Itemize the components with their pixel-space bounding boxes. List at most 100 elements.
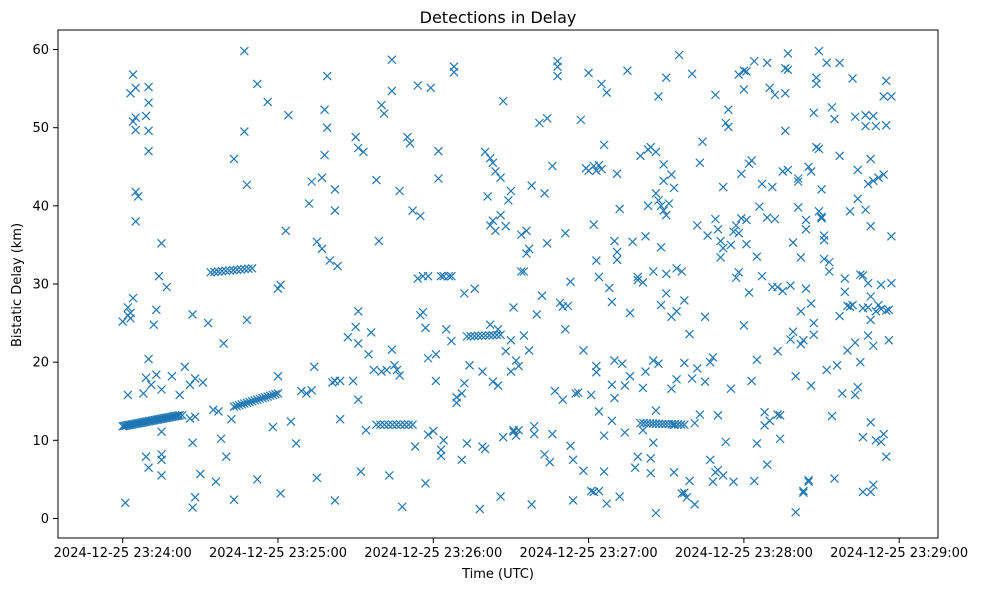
- data-point: [459, 378, 469, 388]
- data-point: [477, 331, 487, 341]
- data-point: [198, 378, 208, 387]
- data-point: [638, 278, 648, 287]
- data-point: [806, 299, 816, 308]
- data-point: [858, 432, 868, 442]
- x-tick-label: 2024-12-25 23:28:00: [675, 546, 813, 561]
- data-point: [679, 358, 689, 368]
- data-point: [333, 261, 342, 271]
- data-point: [830, 474, 839, 484]
- data-point: [190, 492, 200, 502]
- data-point: [793, 177, 803, 187]
- data-point: [131, 125, 141, 135]
- data-point: [387, 86, 397, 96]
- data-point: [666, 384, 676, 394]
- data-point: [392, 365, 402, 375]
- data-point: [366, 328, 376, 337]
- data-point: [716, 236, 726, 246]
- data-point: [648, 356, 658, 366]
- data-point: [185, 414, 195, 423]
- data-point: [607, 297, 617, 307]
- data-point: [633, 275, 643, 285]
- data-point: [597, 79, 606, 89]
- data-point: [245, 397, 254, 407]
- data-point: [622, 66, 632, 76]
- data-point: [382, 365, 392, 375]
- data-point: [213, 267, 223, 276]
- data-point: [798, 488, 808, 498]
- data-point: [377, 367, 386, 376]
- data-point: [268, 390, 278, 400]
- data-point: [395, 186, 405, 196]
- data-point: [804, 475, 814, 485]
- data-point: [811, 79, 821, 89]
- data-point: [762, 58, 772, 68]
- x-tick-label: 2024-12-25 23:24:00: [54, 546, 192, 561]
- data-point: [791, 371, 801, 381]
- data-point: [312, 237, 322, 247]
- data-point: [804, 477, 814, 487]
- data-point: [470, 284, 480, 294]
- data-point: [488, 158, 498, 168]
- data-point: [791, 507, 801, 517]
- data-point: [661, 73, 671, 83]
- data-point: [879, 429, 889, 439]
- data-point: [861, 205, 870, 215]
- data-point: [679, 295, 689, 305]
- data-point: [646, 468, 656, 478]
- data-point: [615, 492, 625, 502]
- data-point: [669, 467, 679, 477]
- data-point: [276, 280, 286, 290]
- data-point: [806, 381, 816, 391]
- data-point: [320, 105, 330, 115]
- data-point: [713, 224, 723, 234]
- data-point: [273, 371, 283, 381]
- data-point: [599, 140, 609, 150]
- data-point: [439, 435, 449, 445]
- data-point: [599, 431, 609, 441]
- data-point: [863, 303, 873, 312]
- data-point: [444, 271, 454, 281]
- data-point: [128, 293, 138, 303]
- data-point: [542, 238, 552, 248]
- data-point: [679, 420, 689, 430]
- data-point: [457, 455, 467, 465]
- data-point: [685, 329, 694, 339]
- data-point: [866, 154, 876, 164]
- data-point: [555, 298, 565, 308]
- data-point: [473, 331, 483, 341]
- data-point: [809, 318, 819, 328]
- data-point: [840, 287, 850, 297]
- data-point: [739, 84, 749, 94]
- data-point: [643, 201, 653, 211]
- data-point: [281, 226, 291, 236]
- data-point: [322, 71, 332, 81]
- data-point: [788, 238, 798, 248]
- data-point: [423, 430, 433, 440]
- data-point: [573, 388, 583, 398]
- data-point: [410, 442, 420, 451]
- data-point: [654, 359, 663, 369]
- data-point: [283, 110, 293, 120]
- data-point: [770, 214, 780, 224]
- data-point: [615, 204, 625, 214]
- data-point: [718, 182, 728, 192]
- data-point: [874, 173, 883, 183]
- data-point: [659, 176, 669, 186]
- data-point: [151, 370, 161, 380]
- data-point: [710, 214, 720, 224]
- data-point: [239, 46, 249, 56]
- data-point: [335, 376, 345, 386]
- x-axis-label: Time (UTC): [461, 567, 534, 582]
- data-point: [874, 300, 883, 310]
- data-point: [685, 476, 694, 486]
- data-point: [765, 83, 775, 93]
- data-point: [876, 280, 886, 290]
- data-point: [651, 147, 661, 157]
- data-point: [327, 378, 337, 387]
- data-point: [492, 330, 502, 340]
- data-point: [496, 173, 506, 183]
- data-point: [402, 132, 412, 142]
- data-point: [739, 320, 749, 330]
- data-point: [610, 236, 619, 246]
